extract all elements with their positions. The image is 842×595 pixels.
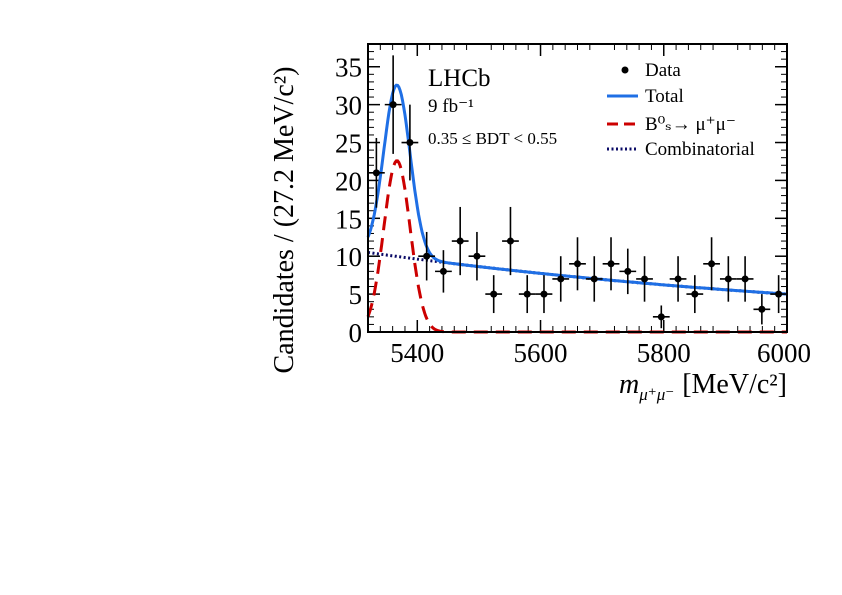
data-point	[418, 231, 436, 281]
data-point	[368, 137, 385, 208]
x-axis-title-sub: μ⁺μ⁻	[638, 385, 674, 404]
data-marker	[506, 237, 514, 245]
data-point	[384, 55, 402, 154]
data-marker	[590, 275, 598, 283]
y-axis-title: Candidates / (27.2 MeV/c²)	[269, 67, 300, 374]
data-marker	[775, 290, 783, 298]
data-point	[770, 275, 787, 314]
data-point	[652, 305, 670, 329]
data-marker	[624, 267, 632, 275]
y-tick-label: 10	[335, 242, 362, 272]
data-point	[669, 256, 687, 302]
data-point	[686, 275, 704, 314]
plot-frame	[367, 43, 788, 333]
data-marker	[674, 275, 682, 283]
data-marker	[523, 290, 531, 298]
data-marker	[389, 101, 397, 109]
data-marker	[657, 313, 665, 321]
y-tick-label: 15	[335, 204, 362, 234]
legend-label-data: Data	[645, 60, 681, 81]
x-axis-title-unit: [MeV/c²]	[682, 369, 787, 400]
data-marker	[423, 252, 431, 260]
data-point	[703, 237, 720, 291]
data-marker	[473, 252, 481, 260]
data-marker	[691, 290, 699, 298]
data-point	[435, 250, 452, 293]
x-tick-label: 5800	[637, 338, 691, 368]
y-axis-ticks: 0 5 10 15 20 25 30 35	[335, 51, 787, 348]
data-point	[736, 256, 754, 302]
luminosity-label: 9 fb⁻¹	[428, 96, 474, 117]
legend-label-signal: B⁰ₛ→ μ⁺μ⁻	[645, 114, 736, 135]
data-point	[569, 237, 586, 291]
legend-label-total: Total	[645, 86, 684, 107]
data-marker	[724, 275, 732, 283]
data-point	[552, 256, 570, 302]
x-tick-label: 6000	[757, 338, 811, 368]
data-points	[368, 55, 787, 329]
x-axis-title: mμ⁺μ⁻ [MeV/c²]	[619, 369, 787, 404]
data-marker	[574, 260, 581, 268]
x-tick-label: 5600	[514, 338, 568, 368]
data-point	[636, 256, 653, 302]
data-marker	[758, 305, 766, 313]
legend: Data Total B⁰ₛ→ μ⁺μ⁻ Combinatorial	[607, 60, 755, 160]
data-marker	[641, 275, 649, 283]
data-marker	[372, 169, 380, 177]
y-tick-label: 35	[335, 53, 362, 83]
data-marker	[540, 290, 548, 298]
y-tick-label: 0	[349, 318, 363, 348]
data-point	[602, 237, 620, 291]
data-marker	[741, 275, 749, 283]
y-tick-label: 5	[349, 280, 363, 310]
x-tick-label: 5400	[390, 338, 444, 368]
data-marker	[406, 139, 414, 147]
data-point	[401, 104, 419, 181]
legend-label-combinatorial: Combinatorial	[645, 139, 755, 160]
data-point	[468, 231, 486, 281]
legend-marker-data	[621, 66, 629, 74]
data-point	[585, 256, 603, 302]
data-point	[535, 275, 553, 314]
data-point	[485, 275, 503, 314]
experiment-label: LHCb	[428, 65, 491, 92]
x-axis-ticks: 5400 5600 5800 6000	[379, 44, 811, 368]
data-point	[719, 256, 737, 302]
data-point	[753, 294, 771, 325]
data-marker	[607, 260, 615, 268]
y-tick-label: 25	[335, 129, 362, 159]
y-tick-label: 30	[335, 91, 362, 121]
data-point	[502, 206, 519, 276]
data-marker	[456, 237, 464, 245]
data-point	[619, 248, 637, 295]
data-point	[518, 275, 536, 314]
data-point	[451, 206, 469, 276]
x-axis-title-var: m	[619, 369, 639, 400]
data-marker	[490, 290, 498, 298]
y-tick-label: 20	[335, 166, 362, 196]
data-marker	[439, 267, 447, 275]
data-marker	[708, 260, 716, 268]
selection-label: 0.35 ≤ BDT < 0.55	[428, 129, 557, 148]
data-marker	[557, 275, 565, 283]
